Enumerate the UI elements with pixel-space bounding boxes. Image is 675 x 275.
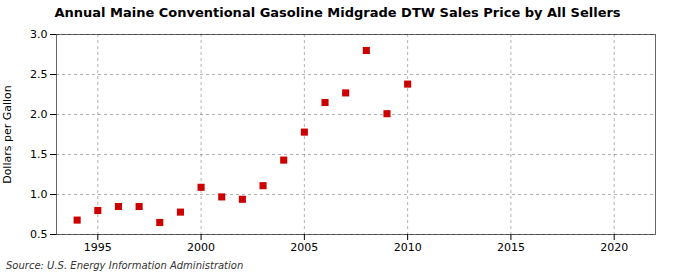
svg-text:1.5: 1.5 [30,148,48,161]
svg-text:2.0: 2.0 [30,108,48,121]
svg-text:0.5: 0.5 [30,228,48,241]
svg-text:2010: 2010 [394,241,422,254]
svg-text:2005: 2005 [290,241,318,254]
svg-text:2000: 2000 [187,241,215,254]
svg-text:1.0: 1.0 [30,188,48,201]
svg-text:1995: 1995 [84,241,112,254]
svg-text:3.0: 3.0 [30,28,48,41]
html-text:Annual Maine Conventional Gaso: Annual Maine Conventional Gasoline Midgr… [54,5,621,20]
svg-text:2.5: 2.5 [30,68,48,81]
html-text:Source: U.S. Energy Informatio: Source: U.S. Energy Information Administ… [6,260,244,271]
svg-text:2015: 2015 [497,241,525,254]
svg-text:2020: 2020 [600,241,628,254]
svg-text:Dollars per Gallon: Dollars per Gallon [1,85,14,184]
